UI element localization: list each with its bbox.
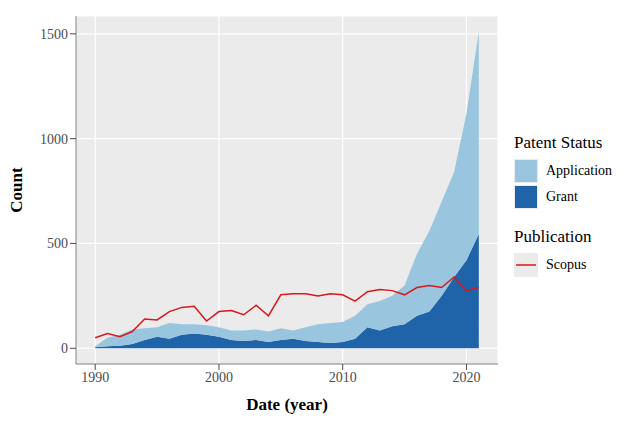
- html-text:Grant: Grant: [546, 189, 578, 204]
- svg-text:2000: 2000: [205, 370, 233, 385]
- svg-text:500: 500: [47, 236, 68, 251]
- svg-text:Count: Count: [8, 167, 26, 213]
- html-text:Scopus: Scopus: [546, 257, 587, 272]
- html-text:Patent Status: Patent Status: [514, 133, 603, 152]
- svg-text:2020: 2020: [452, 370, 480, 385]
- svg-text:Date (year): Date (year): [246, 395, 328, 414]
- svg-text:0: 0: [61, 341, 68, 356]
- html-text:Publication: Publication: [514, 227, 592, 246]
- html-text:Application: Application: [546, 163, 613, 178]
- svg-text:1500: 1500: [40, 27, 68, 42]
- svg-text:1000: 1000: [40, 132, 68, 147]
- svg-text:1990: 1990: [81, 370, 109, 385]
- svg-text:2010: 2010: [329, 370, 357, 385]
